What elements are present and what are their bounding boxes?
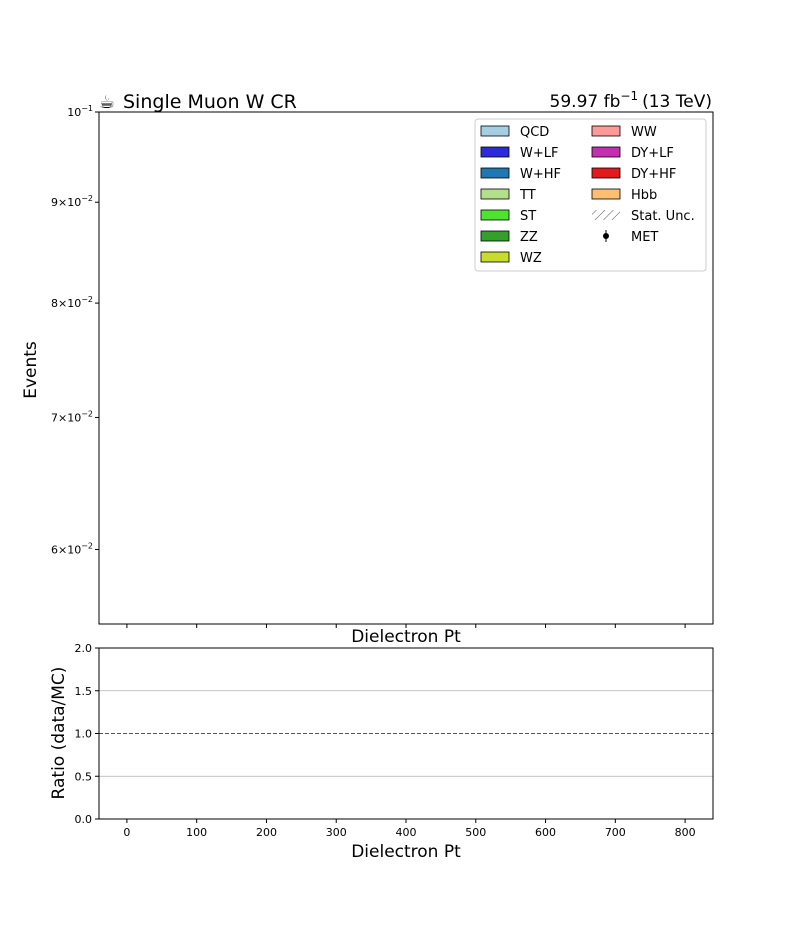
ratio-x-tick-label: 700 bbox=[605, 826, 626, 839]
legend-entry: TT bbox=[480, 188, 536, 203]
legend-swatch bbox=[480, 146, 510, 158]
legend-label: W+HF bbox=[520, 167, 561, 182]
legend-entry: WZ bbox=[480, 251, 542, 266]
main-y-tick-label: 8×10−2 bbox=[51, 295, 93, 310]
ratio-x-tick-label: 800 bbox=[675, 826, 696, 839]
legend-swatch bbox=[480, 251, 510, 263]
legend-swatch bbox=[480, 188, 510, 200]
ratio-y-tick-label: 2.0 bbox=[75, 642, 93, 655]
ratio-y-tick-label: 0.0 bbox=[75, 813, 93, 826]
main-y-tick-label: 10−1 bbox=[67, 104, 93, 119]
legend-entry: QCD bbox=[480, 125, 549, 140]
legend-label: MET bbox=[631, 230, 658, 245]
legend-label: Hbb bbox=[631, 188, 657, 203]
ratio-x-tick-label: 0 bbox=[123, 826, 130, 839]
legend-entry: W+HF bbox=[480, 167, 561, 182]
chart-title: Single Muon W CR bbox=[123, 91, 297, 113]
legend-swatch bbox=[480, 125, 510, 137]
legend-swatch bbox=[480, 230, 510, 242]
ratio-y-tick-label: 0.5 bbox=[75, 770, 93, 783]
legend-entry: ST bbox=[480, 209, 536, 224]
legend-swatch bbox=[591, 167, 621, 179]
ratio-x-axis-label: Dielectron Pt bbox=[351, 842, 461, 862]
legend-entry: DY+LF bbox=[591, 146, 674, 161]
legend-hatch-swatch bbox=[592, 210, 620, 220]
legend: QCD W+LF W+HF TT ST ZZ WZ WW DY+LF DY+HF Hbb Stat. … bbox=[474, 118, 707, 272]
legend-label: WZ bbox=[520, 251, 542, 266]
main-y-axis-label: Events bbox=[21, 341, 41, 399]
main-y-tick-label: 6×10−2 bbox=[51, 541, 93, 556]
legend-entry: WW bbox=[591, 125, 657, 140]
ratio-y-tick-label: 1.5 bbox=[75, 685, 93, 698]
ratio-x-tick-label: 400 bbox=[396, 826, 417, 839]
ratio-x-tick-label: 200 bbox=[256, 826, 277, 839]
legend-label: TT bbox=[519, 188, 536, 203]
main-panel: 10−1 9×10−2 8×10−2 7×10−2 6×10−2 Events Diel… bbox=[21, 104, 714, 647]
legend-label: DY+LF bbox=[631, 146, 674, 161]
legend-entry: MET bbox=[603, 230, 658, 245]
luminosity-label: 59.97 fb−1 (13 TeV) bbox=[550, 89, 712, 112]
ratio-y-tick-label: 1.0 bbox=[75, 728, 93, 741]
legend-entry: DY+HF bbox=[591, 167, 676, 182]
legend-label: WW bbox=[631, 125, 657, 140]
legend-label: QCD bbox=[520, 125, 549, 140]
legend-label: W+LF bbox=[520, 146, 558, 161]
legend-marker bbox=[603, 233, 609, 239]
main-x-axis-label: Dielectron Pt bbox=[351, 627, 461, 647]
legend-swatch bbox=[591, 146, 621, 158]
legend-swatch bbox=[480, 209, 510, 221]
chart-title-icon: ☕ bbox=[99, 92, 115, 113]
legend-frame bbox=[474, 118, 707, 272]
legend-entry: W+LF bbox=[480, 146, 558, 161]
ratio-y-axis-label: Ratio (data/MC) bbox=[49, 667, 69, 800]
ratio-x-tick-label: 300 bbox=[326, 826, 347, 839]
main-y-tick-label: 9×10−2 bbox=[51, 194, 93, 209]
legend-label: DY+HF bbox=[631, 167, 676, 182]
legend-label: ST bbox=[520, 209, 536, 224]
ratio-x-tick-label: 500 bbox=[465, 826, 486, 839]
legend-entry: Hbb bbox=[591, 188, 657, 203]
ratio-panel: 0.0 0.5 1.0 1.5 2.0 0 100 200 300 400 500 600 700 80… bbox=[49, 642, 714, 862]
legend-swatch bbox=[591, 188, 621, 200]
legend-entry: Stat. Unc. bbox=[592, 209, 695, 224]
legend-swatch bbox=[591, 125, 621, 137]
legend-entry: ZZ bbox=[480, 230, 538, 245]
main-y-tick-label: 7×10−2 bbox=[51, 409, 93, 424]
legend-label: Stat. Unc. bbox=[631, 209, 695, 224]
ratio-x-tick-label: 100 bbox=[186, 826, 207, 839]
legend-label: ZZ bbox=[520, 230, 538, 245]
ratio-x-tick-label: 600 bbox=[535, 826, 556, 839]
legend-swatch bbox=[480, 167, 510, 179]
